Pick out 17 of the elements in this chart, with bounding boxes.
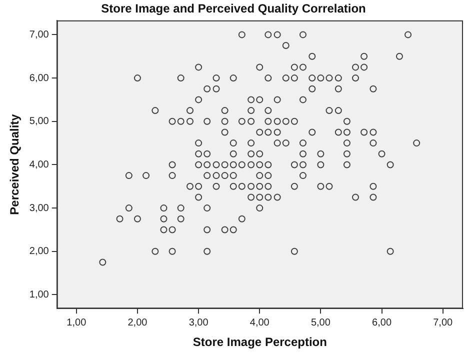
y-axis-title: Perceived Quality (8, 114, 22, 215)
y-tick-label: 5,00 (29, 116, 50, 128)
y-tick-label: 7,00 (29, 29, 50, 40)
x-tick-label: 1,00 (66, 317, 87, 328)
y-tick-label: 4,00 (29, 159, 50, 170)
x-tick-label: 3,00 (188, 317, 209, 328)
x-tick-label: 2,00 (128, 317, 148, 328)
x-tick-label: 7,00 (433, 317, 454, 328)
y-tick-label: 3,00 (29, 202, 50, 214)
x-tick-label: 5,00 (310, 317, 331, 328)
x-axis-title: Store Image Perception (192, 335, 327, 350)
y-tick-label: 2,00 (29, 246, 50, 258)
x-tick-label: 4,00 (250, 317, 270, 328)
y-tick-label: 1,00 (29, 289, 50, 300)
chart-title: Store Image and Perceived Quality Correlation (101, 2, 366, 16)
y-tick-label: 6,00 (29, 72, 50, 84)
x-tick-label: 6,00 (372, 317, 392, 328)
